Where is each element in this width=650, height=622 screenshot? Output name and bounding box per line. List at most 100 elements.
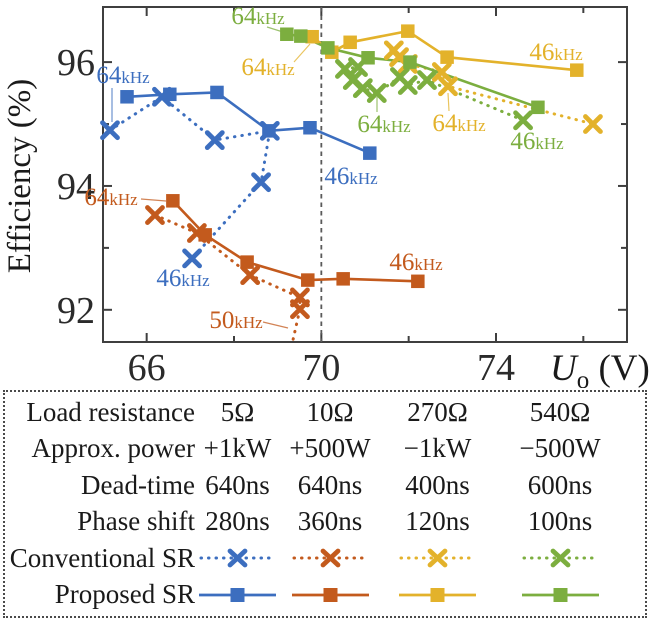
- legend-value: −1kW: [403, 433, 472, 464]
- frequency-annotation: 50kHz: [209, 307, 263, 334]
- marker-x: [513, 110, 533, 131]
- legend-row-label: Proposed SR: [54, 579, 195, 610]
- marker-square: [210, 85, 224, 100]
- x-tick-label: 74: [477, 347, 515, 388]
- frequency-annotation: 46kHz: [389, 249, 443, 276]
- proposed-sr-sample: [291, 587, 369, 602]
- legend-line-sample: [380, 582, 495, 608]
- frequency-annotation: 64kHz: [231, 3, 285, 30]
- legend-value: +1kW: [203, 433, 272, 464]
- legend-row-proposed-sr: Proposed SR: [5, 577, 645, 614]
- marker-square: [401, 24, 415, 38]
- marker-square: [163, 87, 177, 102]
- frequency-annotation: 64kHz: [241, 54, 295, 81]
- marker-square: [570, 63, 584, 77]
- legend-value: 640ns: [205, 469, 270, 500]
- marker-x: [240, 265, 261, 286]
- annotation-leader: [447, 92, 450, 112]
- marker-x: [431, 62, 452, 82]
- legend-value: 280ns: [205, 506, 270, 537]
- proposed-sr-sample: [521, 587, 599, 602]
- frequency-annotation: 46kHz: [510, 128, 564, 155]
- legend-row-label: Phase shift: [77, 506, 195, 537]
- marker-square: [361, 51, 375, 65]
- marker-x: [342, 70, 363, 90]
- marker-square: [166, 194, 180, 208]
- frequency-annotation: 64kHz: [432, 110, 486, 137]
- marker-x: [182, 248, 202, 269]
- legend-line-sample: [495, 545, 625, 571]
- legend-value: 100ns: [527, 506, 593, 537]
- legend-line-sample: [495, 582, 625, 608]
- series-line-conventional-sr-5ohm: [108, 94, 272, 260]
- legend-table: Load resistance 5Ω 10Ω 270Ω 540Ω Approx. powe…: [3, 390, 647, 618]
- marker-square: [363, 146, 377, 160]
- marker-x: [290, 299, 310, 320]
- legend-value: 640ns: [297, 469, 363, 500]
- marker-x: [417, 70, 437, 90]
- legend-line-sample: [280, 545, 380, 571]
- x-tick-label: 66: [128, 347, 166, 388]
- efficiency-chart: 66 70 74 92 94 96 Efficiency (%) Uo (V) 64kHz 46k…: [2, 3, 650, 388]
- marker-x: [251, 172, 271, 193]
- marker-x: [186, 223, 207, 243]
- legend-line-sample: [195, 582, 280, 608]
- marker-square: [303, 120, 317, 135]
- legend-row-load-resistance: Load resistance 5Ω 10Ω 270Ω 540Ω: [5, 394, 645, 431]
- marker-square: [240, 255, 254, 269]
- legend-row-phase-shift: Phase shift 280ns 360ns 120ns 100ns: [5, 504, 645, 541]
- marker-x: [583, 114, 603, 134]
- legend-value: +500W: [289, 433, 371, 464]
- legend-value: 270Ω: [407, 396, 468, 427]
- marker-square: [411, 274, 425, 289]
- frequency-annotation: 64kHz: [84, 184, 138, 211]
- proposed-sr-sample: [199, 587, 276, 602]
- marker-x: [335, 59, 355, 79]
- marker-square: [301, 273, 315, 287]
- legend-row-label: Load resistance: [26, 396, 195, 427]
- legend-value: 120ns: [405, 506, 470, 537]
- legend-line-sample: [380, 545, 495, 571]
- conventional-sr-sample: [199, 548, 276, 568]
- legend-value: 10Ω: [306, 396, 354, 427]
- marker-square: [120, 90, 134, 104]
- legend-value: 600ns: [527, 469, 593, 500]
- marker-x: [366, 83, 387, 103]
- marker-square: [262, 124, 276, 138]
- series-line-conventional-sr-10ohm: [153, 213, 302, 346]
- legend-value: 5Ω: [220, 396, 255, 427]
- plot-border: [102, 6, 628, 343]
- annotation-leader: [266, 26, 284, 33]
- frequency-annotation: 64kHz: [357, 111, 411, 138]
- y-tick-label: 92: [57, 290, 95, 332]
- marker-x: [145, 205, 165, 225]
- legend-line-sample: [195, 545, 280, 571]
- marker-square: [294, 29, 308, 43]
- x-axis-title: Uo (V): [550, 348, 650, 388]
- annotation-leader: [262, 321, 289, 329]
- marker-square: [198, 228, 212, 242]
- marker-x: [397, 75, 418, 95]
- marker-x: [438, 76, 458, 97]
- legend-row-label: Approx. power: [31, 433, 195, 464]
- marker-square: [343, 35, 357, 50]
- legend-value: −500W: [519, 433, 601, 464]
- marker-x: [204, 130, 225, 151]
- legend-value: 400ns: [405, 469, 470, 500]
- legend-row-approx-power: Approx. power +1kW +500W −1kW −500W: [5, 431, 645, 468]
- y-axis-title: Efficiency (%): [2, 79, 38, 274]
- y-tick-label: 96: [57, 42, 95, 84]
- marker-square: [336, 272, 350, 286]
- legend-line-sample: [280, 582, 380, 608]
- frequency-annotation: 46kHz: [324, 163, 378, 190]
- legend-row-label: Dead-time: [81, 469, 195, 500]
- annotation-leader: [140, 198, 167, 202]
- annotation-leader: [293, 43, 311, 63]
- legend-value: 540Ω: [529, 396, 591, 427]
- marker-square: [305, 29, 319, 44]
- marker-square: [321, 41, 335, 55]
- marker-square: [280, 27, 294, 41]
- x-tick-label: 70: [302, 347, 340, 388]
- conventional-sr-sample: [399, 548, 476, 568]
